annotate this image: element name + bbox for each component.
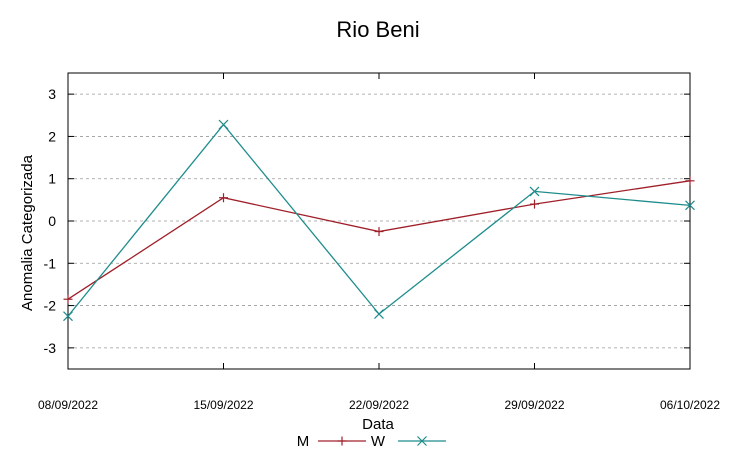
data-point-M bbox=[374, 227, 384, 237]
data-point-W bbox=[374, 309, 384, 319]
y-tick-label: 2 bbox=[48, 128, 56, 144]
y-tick-label: -2 bbox=[44, 298, 57, 314]
y-tick-label: 3 bbox=[48, 86, 56, 102]
data-series bbox=[63, 119, 695, 322]
data-point-W bbox=[685, 200, 695, 211]
series-line-M bbox=[67, 180, 691, 300]
y-tick-label: -1 bbox=[44, 255, 57, 271]
y-axis-ticks: 3 2 1 0 -1 -2 -3 bbox=[44, 86, 690, 356]
x-tick-label: 06/10/2022 bbox=[660, 398, 720, 412]
y-tick-label: 0 bbox=[48, 213, 56, 229]
x-tick-label: 22/09/2022 bbox=[349, 398, 409, 412]
x-axis-label: Data bbox=[362, 416, 394, 433]
legend-label: M bbox=[297, 433, 310, 450]
y-tick-label: -3 bbox=[44, 340, 57, 356]
series-line-W bbox=[67, 123, 691, 317]
grid-lines bbox=[68, 93, 690, 349]
legend-marker bbox=[337, 436, 347, 446]
legend-label: W bbox=[371, 433, 386, 450]
x-tick-label: 15/09/2022 bbox=[193, 398, 253, 412]
data-point-M bbox=[530, 199, 539, 209]
data-point-W bbox=[218, 119, 229, 130]
legend-marker bbox=[417, 436, 427, 446]
y-axis-label: Anomalia Categorizada bbox=[19, 154, 36, 311]
data-point-M bbox=[63, 294, 73, 304]
data-point-M bbox=[219, 193, 228, 203]
x-tick-label: 29/09/2022 bbox=[504, 398, 564, 412]
y-tick-label: 1 bbox=[48, 171, 56, 187]
data-point-M bbox=[685, 176, 695, 186]
data-point-W bbox=[529, 186, 540, 197]
x-tick-label: 08/09/2022 bbox=[38, 398, 98, 412]
chart-title: Rio Beni bbox=[336, 17, 419, 42]
data-point-W bbox=[63, 311, 73, 322]
x-axis-ticks: 08/09/2022 15/09/2022 22/09/2022 29/09/2022… bbox=[38, 73, 720, 412]
